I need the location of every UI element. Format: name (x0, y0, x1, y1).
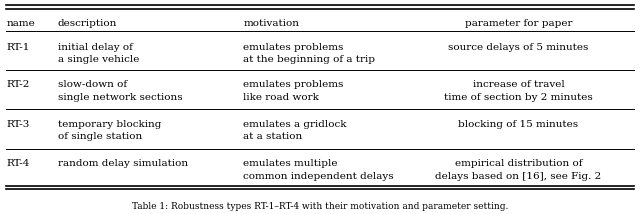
Text: RT-3: RT-3 (6, 120, 30, 129)
Text: emulates a gridlock
at a station: emulates a gridlock at a station (243, 120, 347, 141)
Text: emulates problems
at the beginning of a trip: emulates problems at the beginning of a … (243, 43, 375, 64)
Text: blocking of 15 minutes: blocking of 15 minutes (458, 120, 579, 129)
Text: source delays of 5 minutes: source delays of 5 minutes (448, 43, 589, 52)
Text: description: description (58, 19, 117, 28)
Text: emulates multiple
common independent delays: emulates multiple common independent del… (243, 159, 394, 181)
Text: Table 1: Robustness types RT-1–RT-4 with their motivation and parameter setting.: Table 1: Robustness types RT-1–RT-4 with… (132, 202, 508, 211)
Text: RT-2: RT-2 (6, 80, 30, 89)
Text: empirical distribution of
delays based on [16], see Fig. 2: empirical distribution of delays based o… (435, 159, 602, 181)
Text: temporary blocking
of single station: temporary blocking of single station (58, 120, 161, 141)
Text: random delay simulation: random delay simulation (58, 159, 188, 168)
Text: initial delay of
a single vehicle: initial delay of a single vehicle (58, 43, 139, 64)
Text: increase of travel
time of section by 2 minutes: increase of travel time of section by 2 … (444, 80, 593, 102)
Text: name: name (6, 19, 35, 28)
Text: slow-down of
single network sections: slow-down of single network sections (58, 80, 182, 102)
Text: motivation: motivation (243, 19, 300, 28)
Text: RT-4: RT-4 (6, 159, 30, 168)
Text: emulates problems
like road work: emulates problems like road work (243, 80, 344, 102)
Text: parameter for paper: parameter for paper (465, 19, 572, 28)
Text: RT-1: RT-1 (6, 43, 30, 52)
